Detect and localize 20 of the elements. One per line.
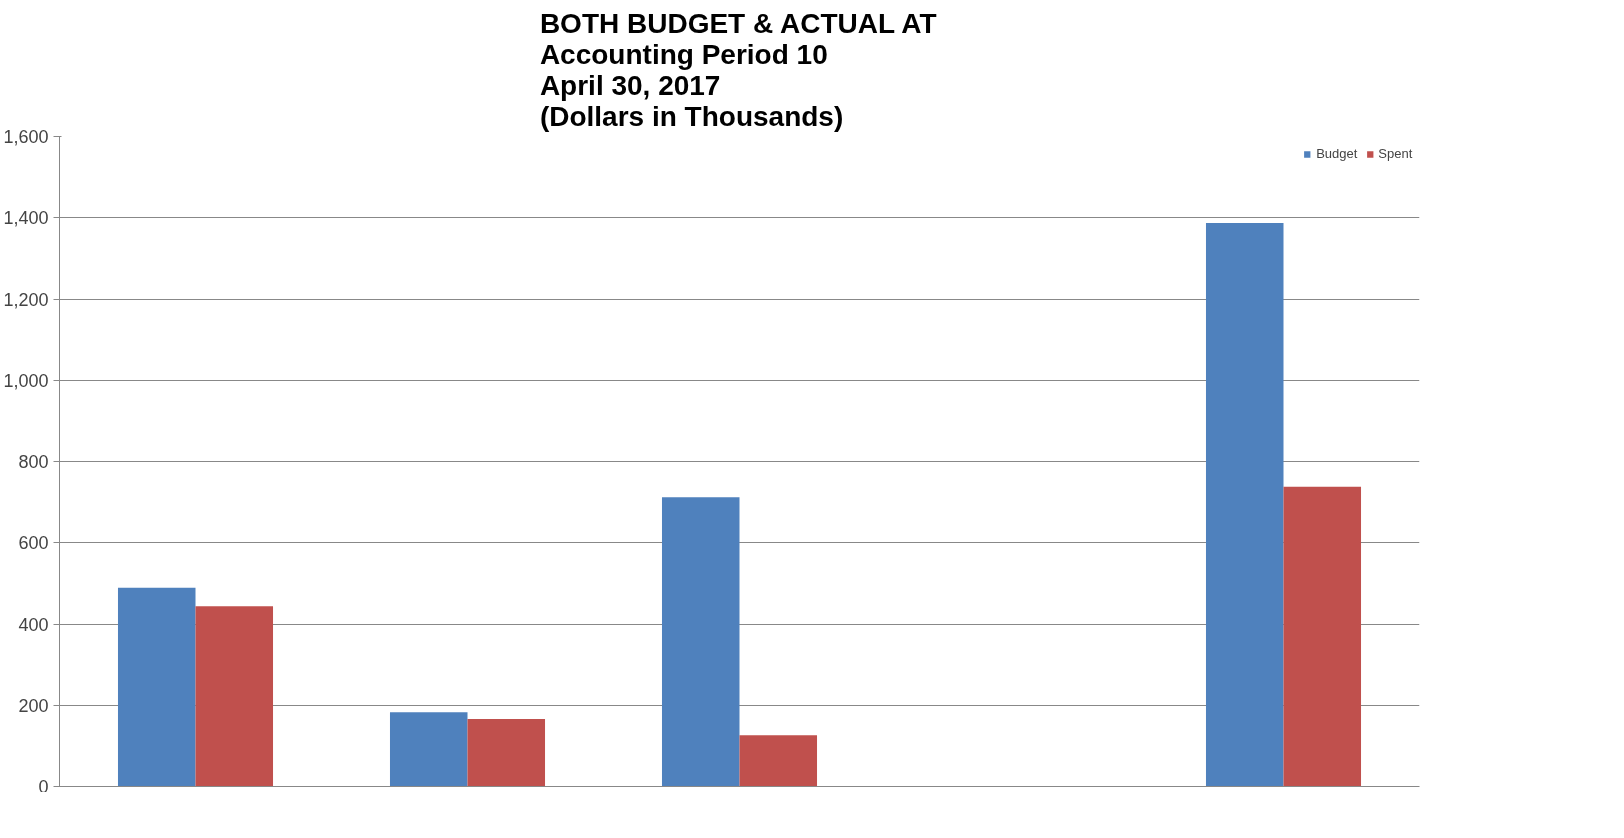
chart-title: BOTH BUDGET & ACTUAL AT Accounting Period 10 April 30, 2017 (Dollars in Thousands) xyxy=(539,7,937,132)
bar xyxy=(1283,486,1362,787)
y-tick-label: 600 xyxy=(18,533,49,554)
bar xyxy=(661,497,740,787)
bar xyxy=(117,587,196,787)
bar xyxy=(467,719,546,787)
y-tick-label: 400 xyxy=(18,614,49,635)
bar xyxy=(195,606,274,787)
y-tick-label: 0 xyxy=(38,776,49,797)
y-tick-label: 200 xyxy=(18,695,49,716)
y-tick-label: 800 xyxy=(18,452,49,472)
bar xyxy=(389,712,468,787)
y-tick-label: 1,000 xyxy=(3,370,49,391)
legend-label: Budget xyxy=(1316,146,1358,161)
y-tick-label: 1,400 xyxy=(3,208,49,229)
bar xyxy=(739,735,818,787)
bar xyxy=(1205,223,1284,787)
y-tick-label: 1,200 xyxy=(3,289,49,310)
legend-label: Spent xyxy=(1378,146,1413,161)
y-tick-label: 1,600 xyxy=(3,127,49,147)
